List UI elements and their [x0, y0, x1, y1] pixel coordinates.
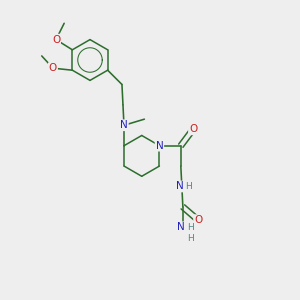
- Text: N: N: [120, 120, 128, 130]
- Text: N: N: [155, 141, 163, 151]
- Text: H: H: [187, 223, 194, 232]
- Text: H: H: [186, 182, 192, 191]
- Text: O: O: [49, 63, 57, 73]
- Text: N: N: [176, 182, 183, 191]
- Text: H: H: [187, 234, 194, 243]
- Text: O: O: [52, 34, 60, 45]
- Text: N: N: [176, 222, 184, 232]
- Text: O: O: [194, 215, 202, 225]
- Text: O: O: [189, 124, 197, 134]
